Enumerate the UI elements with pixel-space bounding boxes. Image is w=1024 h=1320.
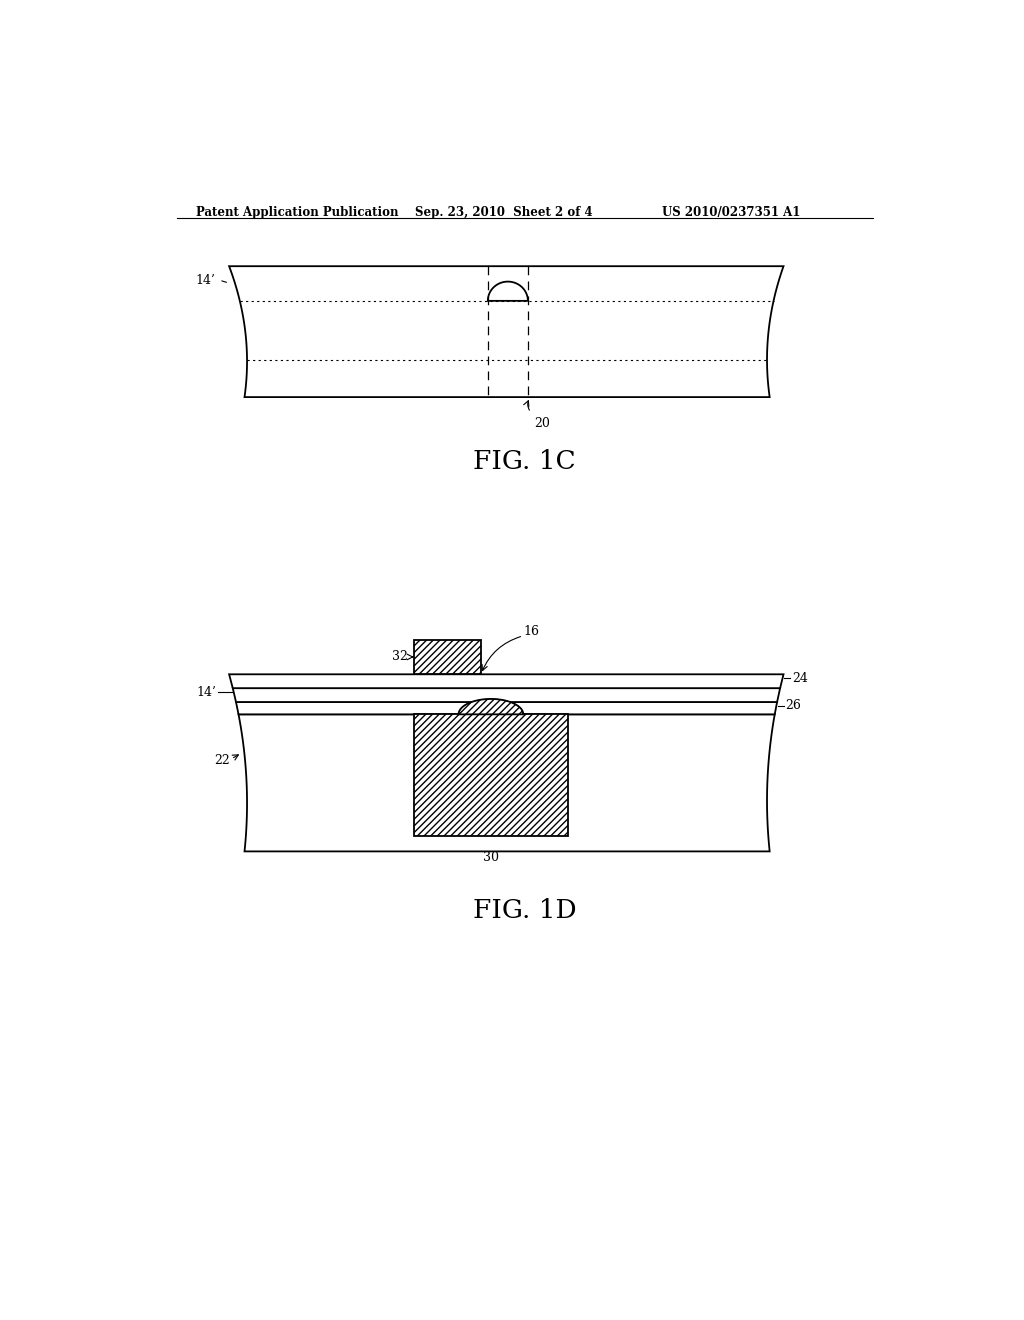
Text: 32: 32 xyxy=(392,651,408,664)
Text: 26: 26 xyxy=(785,700,802,713)
Polygon shape xyxy=(236,702,777,714)
Text: 22: 22 xyxy=(214,754,229,767)
Bar xyxy=(414,640,481,675)
Text: FIG. 1C: FIG. 1C xyxy=(473,449,577,474)
Polygon shape xyxy=(232,688,780,702)
Text: 30: 30 xyxy=(483,851,499,865)
Text: US 2010/0237351 A1: US 2010/0237351 A1 xyxy=(662,206,800,219)
Text: 14’: 14’ xyxy=(196,273,215,286)
Polygon shape xyxy=(229,675,783,688)
Text: 14’: 14’ xyxy=(197,685,217,698)
Text: 24: 24 xyxy=(792,672,808,685)
Text: FIG. 1D: FIG. 1D xyxy=(473,898,577,923)
Polygon shape xyxy=(459,700,523,714)
Bar xyxy=(414,714,568,836)
Polygon shape xyxy=(239,714,775,851)
Text: Patent Application Publication: Patent Application Publication xyxy=(196,206,398,219)
Text: 20: 20 xyxy=(535,417,550,430)
Text: Sep. 23, 2010  Sheet 2 of 4: Sep. 23, 2010 Sheet 2 of 4 xyxy=(416,206,593,219)
Text: 16: 16 xyxy=(523,626,540,639)
Polygon shape xyxy=(487,281,528,301)
Polygon shape xyxy=(229,267,783,397)
